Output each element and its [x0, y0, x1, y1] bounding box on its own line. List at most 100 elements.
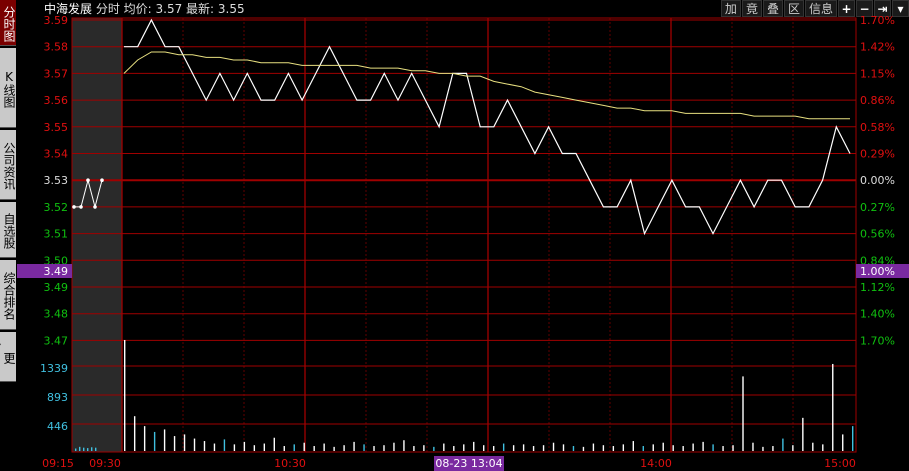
volume-bar — [213, 443, 216, 451]
volume-bar — [303, 442, 305, 451]
highlight-price-bg — [17, 264, 72, 278]
left-tab-4[interactable]: 综合排名 — [0, 260, 16, 330]
volume-bar — [492, 446, 495, 451]
volume-bar — [453, 446, 455, 451]
volume-bar — [502, 443, 505, 451]
volume-bar — [383, 445, 385, 451]
volume-bar — [203, 441, 206, 451]
pct-tick-label: 0.58% — [860, 121, 895, 134]
volume-bar — [562, 444, 565, 451]
volume-bar — [223, 439, 226, 451]
left-tab-2[interactable]: 公司资讯 — [0, 130, 16, 200]
price-tick-label: 3.58 — [44, 41, 69, 54]
avg-price-line — [123, 51, 850, 120]
volume-tick-label: 446 — [47, 420, 68, 433]
price-tick-label: 3.51 — [44, 228, 69, 241]
time-label: 15:00 — [824, 457, 856, 470]
highlight-pct-bg — [856, 264, 909, 278]
volume-bar — [632, 441, 635, 451]
chart-header: 中海发展 分时 均价: 3.57 最新: 3.55 — [44, 0, 245, 18]
auction-volume-bar — [83, 447, 85, 451]
volume-bar — [243, 441, 246, 451]
volume-bar — [802, 417, 804, 451]
plus-icon[interactable]: + — [838, 0, 855, 17]
volume-bar — [363, 444, 365, 451]
left-tab-5[interactable]: 更多.. — [0, 332, 16, 382]
volume-bar — [602, 445, 605, 451]
volume-bar — [323, 443, 325, 451]
volume-bar — [313, 446, 315, 451]
toolbar-button-0[interactable]: 加 — [720, 0, 741, 17]
volume-bar — [423, 445, 425, 451]
volume-bar — [433, 446, 435, 451]
volume-bar — [852, 426, 854, 451]
volume-tick-label: 1339 — [40, 362, 68, 375]
toolbar: 加竟叠区信息 + − ⇥ ▾ — [720, 0, 909, 18]
time-label: 08-23 13:04 — [435, 457, 502, 470]
pct-tick-label: 1.70% — [860, 14, 895, 27]
minus-icon[interactable]: − — [856, 0, 873, 17]
volume-bar — [353, 441, 355, 451]
volume-bar — [253, 445, 256, 451]
volume-bar — [512, 445, 515, 451]
header-info: 分时 均价: 3.57 最新: 3.55 — [95, 2, 245, 16]
volume-bar — [153, 431, 156, 451]
volume-bar — [333, 446, 335, 451]
volume-bar — [343, 445, 345, 451]
time-label: 09:15 — [42, 457, 74, 470]
volume-bar — [133, 416, 136, 451]
volume-bar — [672, 445, 674, 451]
toolbar-button-2[interactable]: 叠 — [762, 0, 783, 17]
volume-bar — [393, 442, 395, 451]
volume-bar — [283, 446, 285, 451]
volume-bar — [832, 363, 834, 451]
price-tick-label: 3.56 — [44, 94, 69, 107]
volume-bar — [542, 445, 545, 451]
left-tab-3[interactable]: 自选股 — [0, 202, 16, 258]
volume-bar — [124, 340, 126, 451]
volume-bar — [473, 441, 475, 451]
volume-bar — [712, 444, 714, 451]
volume-bar — [443, 443, 445, 451]
price-tick-label: 3.59 — [44, 14, 69, 27]
pct-tick-label: 0.56% — [860, 228, 895, 241]
auction-point — [86, 178, 90, 182]
price-tick-label: 3.53 — [44, 174, 69, 187]
auction-point — [79, 205, 83, 209]
price-tick-label: 3.48 — [44, 308, 69, 321]
toolbar-button-3[interactable]: 区 — [783, 0, 804, 17]
toolbar-button-4[interactable]: 信息 — [804, 0, 837, 17]
price-tick-label: 3.49 — [44, 281, 69, 294]
volume-bar — [762, 446, 764, 451]
volume-bar — [403, 440, 405, 451]
volume-bar — [682, 446, 684, 451]
price-tick-label: 3.52 — [44, 201, 69, 214]
time-label: 14:00 — [640, 457, 672, 470]
left-tab-0[interactable]: 分时图 — [0, 0, 16, 46]
volume-bar — [782, 438, 784, 451]
left-tab-1[interactable]: K线图 — [0, 48, 16, 128]
price-tick-label: 3.47 — [44, 334, 69, 347]
volume-bar — [662, 442, 664, 451]
volume-bar — [143, 426, 146, 451]
toolbar-button-1[interactable]: 竟 — [741, 0, 762, 17]
auction-volume-bar — [75, 448, 77, 451]
auction-point — [72, 205, 76, 209]
volume-bar — [183, 434, 186, 451]
volume-bar — [772, 446, 774, 451]
volume-bar — [612, 446, 615, 451]
highlight-pct: 1.00% — [860, 265, 895, 278]
pct-tick-label: 1.15% — [860, 67, 895, 80]
volume-bar — [842, 434, 844, 451]
volume-bar — [373, 446, 375, 451]
forward-icon[interactable]: ⇥ — [874, 0, 891, 17]
price-tick-label: 3.57 — [44, 67, 69, 80]
volume-bar — [233, 444, 236, 451]
auction-volume-bar — [79, 446, 81, 451]
volume-bar — [622, 444, 625, 451]
volume-bar — [293, 444, 295, 451]
pct-tick-label: 1.42% — [860, 41, 895, 54]
pct-tick-label: 0.86% — [860, 94, 895, 107]
auction-point — [100, 178, 104, 182]
